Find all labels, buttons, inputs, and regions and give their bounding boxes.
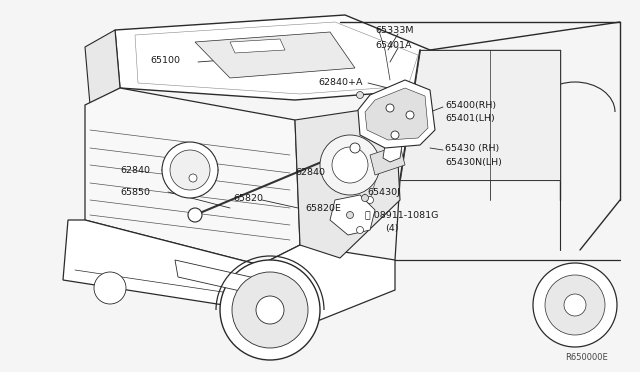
Polygon shape bbox=[85, 30, 120, 105]
Circle shape bbox=[346, 212, 353, 218]
Polygon shape bbox=[195, 32, 355, 78]
Text: 65401(LH): 65401(LH) bbox=[445, 113, 495, 122]
Polygon shape bbox=[383, 142, 402, 162]
Circle shape bbox=[320, 135, 380, 195]
Circle shape bbox=[406, 111, 414, 119]
Circle shape bbox=[386, 104, 394, 112]
Circle shape bbox=[350, 143, 360, 153]
Circle shape bbox=[170, 150, 210, 190]
Text: 65430J: 65430J bbox=[367, 187, 400, 196]
Text: 65400(RH): 65400(RH) bbox=[445, 100, 496, 109]
Text: R650000E: R650000E bbox=[565, 353, 608, 362]
Circle shape bbox=[362, 195, 369, 202]
Polygon shape bbox=[358, 80, 435, 148]
Circle shape bbox=[533, 263, 617, 347]
Circle shape bbox=[356, 92, 364, 99]
Polygon shape bbox=[135, 22, 418, 94]
Circle shape bbox=[564, 294, 586, 316]
Circle shape bbox=[220, 260, 320, 360]
Polygon shape bbox=[400, 50, 560, 180]
Polygon shape bbox=[330, 195, 375, 235]
Text: 65333M: 65333M bbox=[375, 26, 413, 35]
Polygon shape bbox=[365, 88, 428, 140]
Polygon shape bbox=[63, 220, 395, 320]
Circle shape bbox=[256, 296, 284, 324]
Text: 65820: 65820 bbox=[233, 193, 263, 202]
Text: 65100: 65100 bbox=[150, 55, 180, 64]
Text: 65850: 65850 bbox=[120, 187, 150, 196]
Circle shape bbox=[356, 227, 364, 234]
Circle shape bbox=[391, 131, 399, 139]
Polygon shape bbox=[230, 39, 285, 53]
Text: 65401A: 65401A bbox=[375, 41, 412, 49]
Text: 62840+A: 62840+A bbox=[318, 77, 362, 87]
Text: 65430N(LH): 65430N(LH) bbox=[445, 157, 502, 167]
Circle shape bbox=[332, 147, 368, 183]
Circle shape bbox=[367, 196, 374, 203]
Text: Ⓝ 08911-1081G: Ⓝ 08911-1081G bbox=[365, 211, 438, 219]
Text: (4): (4) bbox=[385, 224, 399, 232]
Text: 62840: 62840 bbox=[295, 167, 325, 176]
Circle shape bbox=[94, 272, 126, 304]
Text: 62840: 62840 bbox=[120, 166, 150, 174]
Polygon shape bbox=[85, 88, 300, 265]
Text: 65430 (RH): 65430 (RH) bbox=[445, 144, 499, 153]
Polygon shape bbox=[295, 105, 400, 258]
Polygon shape bbox=[370, 145, 405, 175]
Circle shape bbox=[232, 272, 308, 348]
Circle shape bbox=[545, 275, 605, 335]
Polygon shape bbox=[175, 260, 258, 295]
Polygon shape bbox=[115, 15, 430, 100]
Text: 65820E: 65820E bbox=[305, 203, 341, 212]
Circle shape bbox=[189, 174, 197, 182]
Circle shape bbox=[162, 142, 218, 198]
Circle shape bbox=[188, 208, 202, 222]
